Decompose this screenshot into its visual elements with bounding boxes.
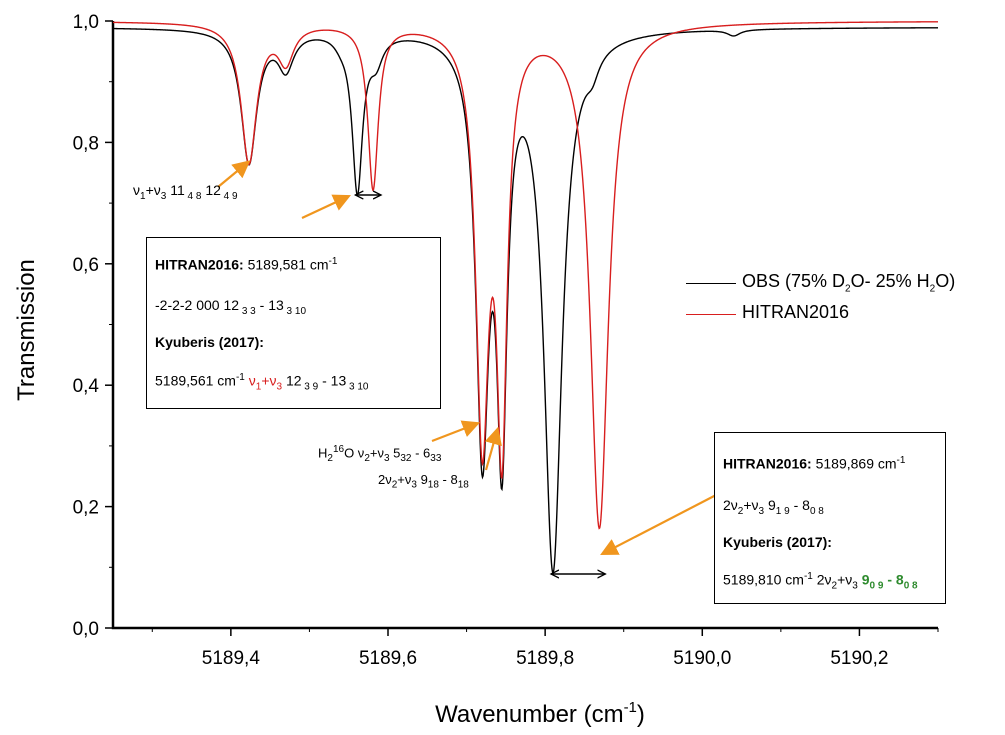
box2-line4: 5189,810 cm-1 2ν2+ν3 90 9 - 80 8 — [723, 571, 918, 592]
y-tick-label: 0,4 — [73, 376, 100, 397]
x-tick-label: 5189,8 — [516, 648, 574, 669]
arrow-nu1-nu3 — [217, 160, 251, 188]
arrow-h2o — [431, 420, 481, 443]
arrow-2nu2-nu3 — [484, 426, 502, 471]
x-tick-label: 5189,6 — [359, 648, 417, 669]
arrow-box-left — [301, 194, 351, 219]
annotation-box-right: HITRAN2016: 5189,869 cm-1 2ν2+ν3 91 9 - … — [714, 432, 946, 604]
box1-line1: HITRAN2016: 5189,581 cm-1 — [155, 256, 338, 273]
y-tick-label: 0,0 — [73, 619, 99, 640]
x-axis-label: Wavenumber (cm-1) — [435, 699, 645, 728]
legend-obs: OBS (75% D2O- 25% H2O) — [742, 271, 956, 295]
x-tick-label: 5190,2 — [830, 648, 888, 669]
y-tick-label: 0,6 — [73, 255, 99, 276]
y-axis-label: Transmission — [13, 259, 40, 401]
label-2nu2-nu3: 2ν2+ν3 918 - 818 — [378, 472, 469, 491]
box2-line3: Kyuberis (2017): — [723, 534, 832, 550]
y-tick-label: 1,0 — [73, 12, 99, 33]
x-tick-label: 5190,0 — [673, 648, 731, 669]
y-tick-label: 0,8 — [73, 133, 99, 154]
label-h2o-transition: H216O ν2+ν3 532 - 633 — [318, 444, 442, 464]
legend-swatch-hitran — [686, 314, 736, 315]
x-tick-label: 5189,4 — [202, 648, 261, 669]
arrow-box-right — [600, 493, 719, 556]
annotation-box-left: HITRAN2016: 5189,581 cm-1 -2-2-2 000 12 … — [146, 237, 441, 409]
box1-line2: -2-2-2 000 12 3 3 - 13 3 10 — [155, 297, 307, 317]
box2-line2: 2ν2+ν3 91 9 - 80 8 — [723, 497, 824, 517]
box2-line1: HITRAN2016: 5189,869 cm-1 — [723, 455, 906, 472]
box1-line4: 5189,561 cm-1 ν1+ν3 12 3 9 - 13 3 10 — [155, 372, 369, 393]
legend-hitran: HITRAN2016 — [742, 302, 850, 322]
legend-swatch-obs — [686, 283, 736, 284]
label-nu1-nu3: ν1+ν3 11 4 8 12 4 9 — [133, 182, 238, 202]
series-hitran-line — [112, 21, 938, 530]
box1-line3: Kyuberis (2017): — [155, 334, 264, 350]
y-tick-label: 0,2 — [73, 498, 99, 519]
